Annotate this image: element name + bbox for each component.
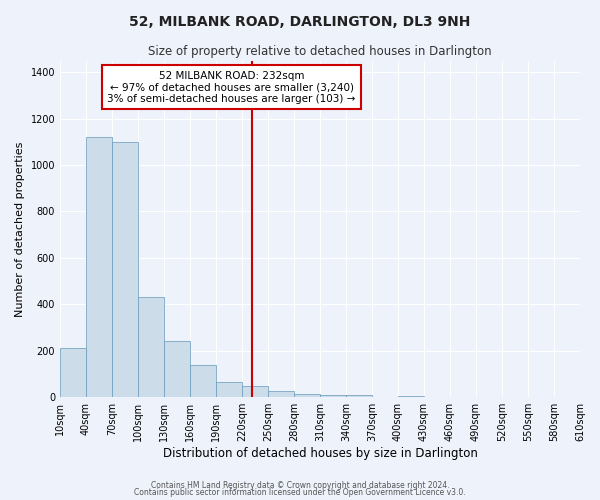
Bar bbox=[398, 396, 424, 397]
Bar bbox=[294, 394, 320, 397]
Bar bbox=[112, 142, 138, 397]
Bar bbox=[216, 382, 242, 397]
Y-axis label: Number of detached properties: Number of detached properties bbox=[15, 141, 25, 316]
Bar bbox=[268, 392, 294, 397]
Bar bbox=[190, 364, 216, 397]
Text: Contains HM Land Registry data © Crown copyright and database right 2024.: Contains HM Land Registry data © Crown c… bbox=[151, 480, 449, 490]
Title: Size of property relative to detached houses in Darlington: Size of property relative to detached ho… bbox=[148, 45, 492, 58]
Bar bbox=[346, 396, 372, 397]
Bar bbox=[86, 137, 112, 397]
Text: 52 MILBANK ROAD: 232sqm
← 97% of detached houses are smaller (3,240)
3% of semi-: 52 MILBANK ROAD: 232sqm ← 97% of detache… bbox=[107, 70, 356, 104]
Bar bbox=[164, 342, 190, 397]
Text: 52, MILBANK ROAD, DARLINGTON, DL3 9NH: 52, MILBANK ROAD, DARLINGTON, DL3 9NH bbox=[130, 15, 470, 29]
Bar bbox=[60, 348, 86, 397]
X-axis label: Distribution of detached houses by size in Darlington: Distribution of detached houses by size … bbox=[163, 447, 478, 460]
Text: Contains public sector information licensed under the Open Government Licence v3: Contains public sector information licen… bbox=[134, 488, 466, 497]
Bar bbox=[138, 298, 164, 397]
Bar bbox=[242, 386, 268, 397]
Bar bbox=[320, 395, 346, 397]
